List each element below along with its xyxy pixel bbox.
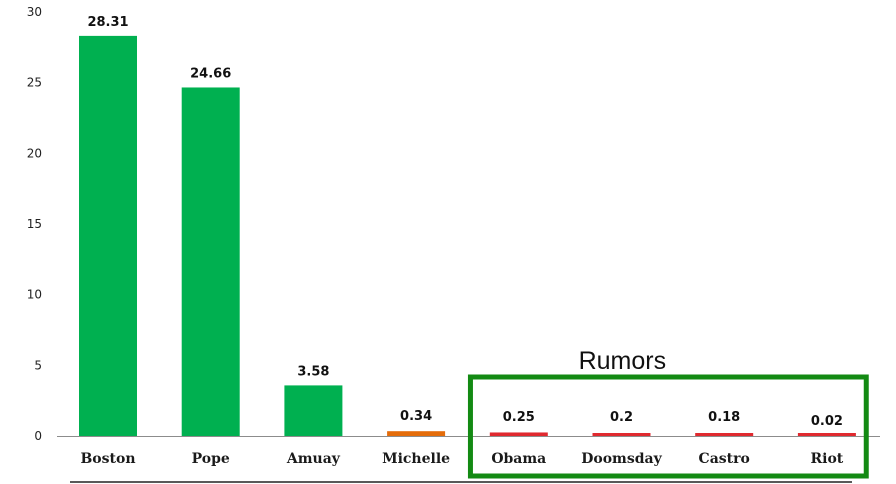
data-label: 0.18 xyxy=(708,410,740,425)
bar-amuay xyxy=(284,385,343,436)
data-labels: 28.31 24.66 3.58 0.34 0.25 0.2 0.18 0.02 xyxy=(87,15,843,429)
bar-riot xyxy=(797,433,856,436)
bar-castro xyxy=(695,433,754,436)
category-label: Castro xyxy=(699,451,750,467)
bar-doomsday xyxy=(592,433,651,436)
data-label: 0.25 xyxy=(503,410,535,425)
y-tick-label: 15 xyxy=(27,217,42,231)
data-label: 0.2 xyxy=(610,410,633,425)
category-label: Boston xyxy=(80,451,135,467)
y-tick-label: 25 xyxy=(27,76,42,90)
bar-michelle xyxy=(387,431,446,436)
y-tick-label: 0 xyxy=(34,429,42,443)
rumors-highlight-box xyxy=(467,374,869,479)
data-label: 0.02 xyxy=(811,414,843,429)
data-label: 0.34 xyxy=(400,409,432,424)
y-axis-ticks: 0 5 10 15 20 25 30 xyxy=(27,5,42,443)
category-label: Michelle xyxy=(382,451,450,467)
y-tick-label: 20 xyxy=(27,146,42,160)
data-label: 28.31 xyxy=(87,15,128,30)
category-label: Pope xyxy=(192,451,230,467)
category-labels: Boston Pope Amuay Michelle Obama Doomsday Cast… xyxy=(80,451,843,467)
data-label: 3.58 xyxy=(297,364,329,379)
data-label: 24.66 xyxy=(190,66,231,81)
y-tick-label: 30 xyxy=(27,5,42,19)
category-label: Amuay xyxy=(286,451,341,467)
category-label: Doomsday xyxy=(581,451,662,467)
bar-boston xyxy=(79,35,137,436)
bars xyxy=(79,35,856,437)
y-tick-label: 10 xyxy=(27,288,42,302)
bar-pope xyxy=(181,87,240,437)
rumors-label: Rumors xyxy=(579,347,667,375)
category-label: Riot xyxy=(811,451,844,467)
category-label: Obama xyxy=(491,451,546,467)
y-tick-label: 5 xyxy=(34,358,42,372)
bar-obama xyxy=(489,432,548,436)
